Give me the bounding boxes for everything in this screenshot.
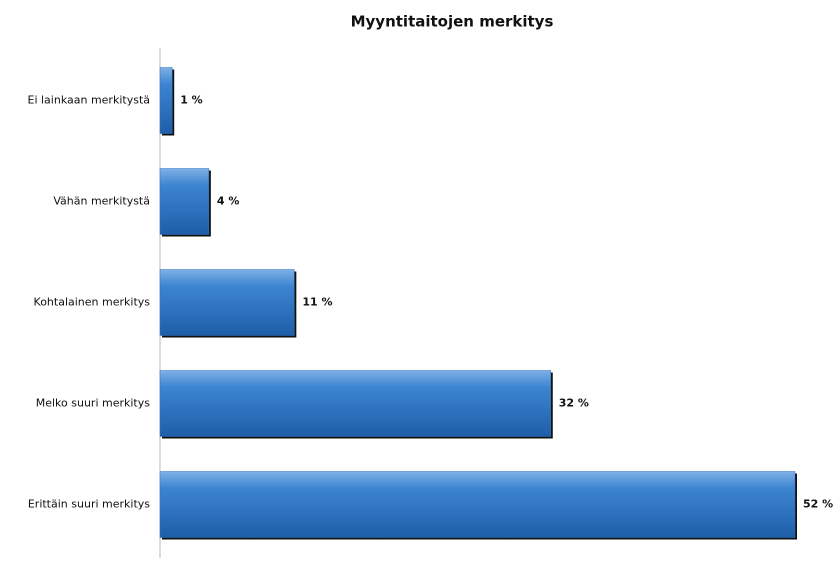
value-label: 11 %: [302, 296, 332, 309]
value-label: 32 %: [559, 397, 589, 410]
chart-title: Myyntitaitojen merkitys: [351, 13, 554, 31]
value-label: 4 %: [217, 195, 240, 208]
category-label: Erittäin suuri merkitys: [28, 498, 150, 511]
bar: [159, 67, 173, 134]
value-label: 52 %: [803, 498, 833, 511]
category-label: Melko suuri merkitys: [36, 397, 151, 410]
bar: [159, 370, 552, 437]
bar: [159, 269, 295, 336]
category-label: Kohtalainen merkitys: [34, 296, 151, 309]
category-label: Vähän merkitystä: [53, 195, 150, 208]
value-label: 1 %: [180, 94, 203, 107]
bar: [159, 471, 796, 538]
bar: [159, 168, 210, 235]
category-label: Ei lainkaan merkitystä: [28, 94, 151, 107]
